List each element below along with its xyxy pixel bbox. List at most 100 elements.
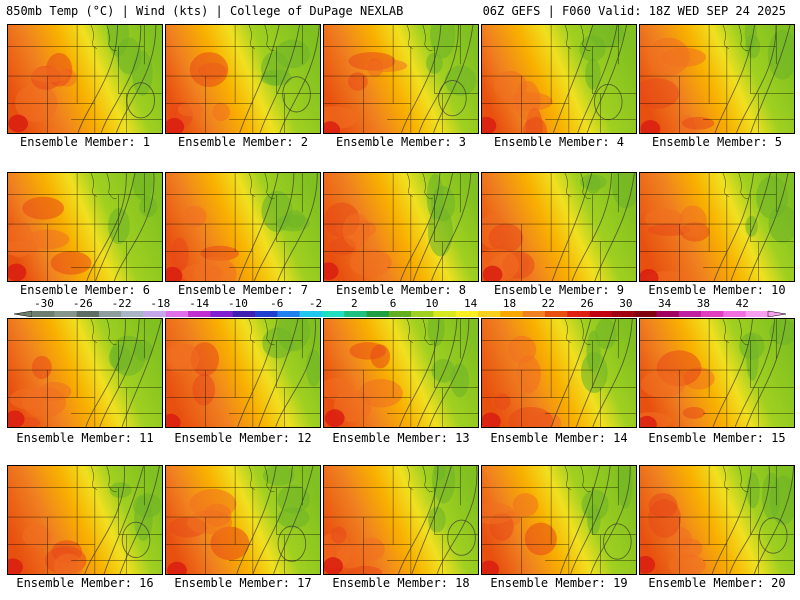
- warm-region: [640, 371, 686, 398]
- colorbar-segment: [32, 311, 55, 317]
- wind-streamline: [253, 173, 295, 281]
- colorbar-segment: [656, 311, 680, 317]
- wind-streamline: [748, 173, 789, 281]
- cool-region: [133, 339, 153, 362]
- warm-region: [349, 342, 387, 360]
- ensemble-member-label: Ensemble Member: 7: [177, 283, 309, 297]
- colorbar-tick-label: -30: [34, 297, 54, 310]
- warm-region: [53, 553, 84, 574]
- state-borders: [166, 25, 320, 133]
- state-borders: [324, 466, 478, 574]
- wind-streamline: [577, 25, 618, 133]
- colorbar-segment: [143, 311, 167, 317]
- colorbar-segment: [567, 311, 590, 317]
- colorbar-segment: [366, 311, 390, 317]
- ensemble-member-map: [639, 24, 795, 134]
- wind-streamline: [100, 25, 142, 133]
- cool-region: [261, 190, 293, 232]
- cool-region: [769, 319, 794, 346]
- cool-region: [277, 485, 310, 514]
- wind-streamline: [411, 466, 452, 574]
- wind-streamline: [736, 25, 777, 133]
- warm-region: [514, 80, 541, 120]
- warm-region: [189, 52, 229, 88]
- cool-region: [428, 506, 446, 533]
- ensemble-member-label: Ensemble Member: 1: [19, 135, 151, 149]
- ensemble-member-label: Ensemble Member: 6: [19, 283, 151, 297]
- colorbar-segment: [388, 311, 412, 317]
- colorbar-segment: [411, 311, 434, 317]
- wind-streamline: [753, 466, 794, 574]
- ensemble-member-map: [323, 318, 479, 428]
- warm-region: [512, 493, 539, 517]
- colorbar-tick-label: 22: [542, 297, 555, 310]
- colorbar-tick-label: 14: [464, 297, 478, 310]
- cool-region: [109, 482, 132, 499]
- colorbar-tick-label: 30: [619, 297, 632, 310]
- wind-streamline: [77, 25, 118, 133]
- ensemble-member-map: [323, 24, 479, 134]
- colorbar-segment: [76, 311, 100, 317]
- wind-streamline: [119, 466, 160, 574]
- wind-streamline: [594, 173, 635, 281]
- wind-streamline: [713, 173, 754, 281]
- wind-streamline: [258, 319, 299, 427]
- colorbar-tick-label: 2: [351, 297, 358, 310]
- wind-streamline: [559, 466, 601, 574]
- state-borders: [640, 173, 794, 281]
- cool-region: [262, 466, 295, 486]
- wind-streamline: [400, 173, 441, 281]
- cool-region: [580, 174, 607, 190]
- state-borders: [8, 466, 162, 574]
- cool-region: [768, 204, 794, 243]
- colorbar-tick-label: 6: [390, 297, 397, 310]
- hot-region: [640, 415, 657, 427]
- warm-region: [507, 335, 537, 364]
- wind-streamline: [84, 466, 125, 574]
- warm-region: [31, 355, 52, 380]
- warm-region: [524, 522, 557, 556]
- hot-region: [324, 121, 341, 133]
- colorbar-segment: [255, 311, 278, 317]
- wind-streamline: [273, 466, 314, 574]
- hot-region: [482, 560, 500, 574]
- wind-streamline: [236, 466, 277, 574]
- warm-region: [336, 545, 366, 569]
- warm-region: [494, 393, 511, 410]
- cool-region: [262, 327, 294, 359]
- ensemble-member-label: Ensemble Member: 5: [651, 135, 783, 149]
- wind-streamline: [436, 466, 478, 574]
- colorbar-segment: [634, 311, 657, 317]
- ensemble-member-map: [481, 465, 637, 575]
- wind-streamline: [275, 319, 316, 427]
- colorbar-segment: [188, 311, 211, 317]
- wind-streamline: [86, 173, 127, 281]
- wind-streamline: [571, 173, 613, 281]
- hot-region: [8, 114, 28, 133]
- hot-region: [640, 120, 661, 133]
- colorbar-segment: [433, 311, 457, 317]
- wind-streamline: [115, 25, 157, 133]
- ensemble-member-map: [481, 318, 637, 428]
- state-borders: [324, 173, 478, 281]
- state-borders: [166, 466, 320, 574]
- colorbar-segment: [544, 311, 568, 317]
- ensemble-member-label: Ensemble Member: 4: [493, 135, 625, 149]
- wind-contour: [282, 76, 311, 113]
- cool-region: [430, 25, 456, 59]
- ensemble-member-label: Ensemble Member: 15: [648, 431, 786, 445]
- ensemble-member-label: Ensemble Member: 16: [16, 576, 154, 590]
- hot-region: [167, 561, 187, 574]
- ensemble-member-map: [7, 465, 163, 575]
- colorbar-segment: [344, 311, 367, 317]
- warm-region: [171, 343, 200, 374]
- colorbar-segment: [299, 311, 323, 317]
- wind-streamline: [711, 466, 752, 574]
- warm-region: [681, 116, 715, 130]
- run-valid-time: 06Z GEFS | F060 Valid: 18Z WED SEP 24 20…: [482, 4, 786, 18]
- ensemble-member-map: [481, 172, 637, 282]
- wind-streamline: [99, 319, 140, 427]
- cool-region: [426, 173, 444, 220]
- colorbar-segment: [678, 311, 702, 317]
- cool-region: [746, 334, 759, 381]
